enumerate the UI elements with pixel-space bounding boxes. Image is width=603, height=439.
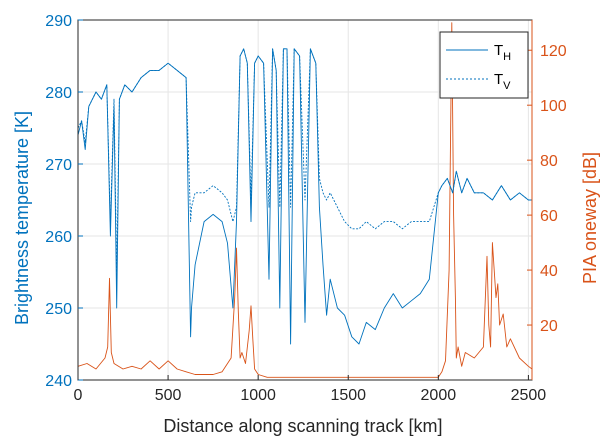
- x-tick-label: 0: [74, 387, 83, 404]
- left-tick-label: 290: [45, 13, 72, 30]
- x-tick-label: 1000: [240, 387, 276, 404]
- x-axis-label: Distance along scanning track [km]: [163, 416, 442, 436]
- right-tick-label: 120: [540, 43, 567, 60]
- right-tick-label: 20: [540, 318, 558, 335]
- right-tick-label: 60: [540, 208, 558, 225]
- right-axis-ticks: 20 40 60 80 100 120: [527, 20, 567, 380]
- left-tick-label: 270: [45, 157, 72, 174]
- x-tick-label: 2500: [511, 387, 547, 404]
- x-tick-label: 2000: [421, 387, 457, 404]
- left-axis-ticks: 240 250 260 270 280 290: [45, 13, 83, 390]
- left-tick-label: 280: [45, 85, 72, 102]
- series-line-pia-oneway: [77, 22, 533, 378]
- left-tick-label: 260: [45, 229, 72, 246]
- x-tick-label: 1500: [330, 387, 366, 404]
- legend-entry-th: TH: [494, 42, 511, 63]
- right-tick-label: 40: [540, 263, 558, 280]
- legend-entry-tv: TV: [494, 71, 511, 92]
- right-tick-label: 80: [540, 153, 558, 170]
- left-tick-label: 250: [45, 301, 72, 318]
- right-axis-label: PIA oneway [dB]: [580, 152, 600, 284]
- legend: TH TV: [439, 31, 529, 99]
- legend-box: [439, 31, 529, 99]
- series-line-t-v: [77, 48, 532, 273]
- series-layer: [77, 22, 533, 378]
- left-axis-label: Brightness temperature [K]: [12, 111, 32, 325]
- x-axis-ticks: 0 500 1000 1500 2000 2500: [74, 375, 547, 404]
- left-tick-label: 240: [45, 373, 72, 390]
- x-tick-label: 500: [155, 387, 182, 404]
- right-tick-label: 100: [540, 98, 567, 115]
